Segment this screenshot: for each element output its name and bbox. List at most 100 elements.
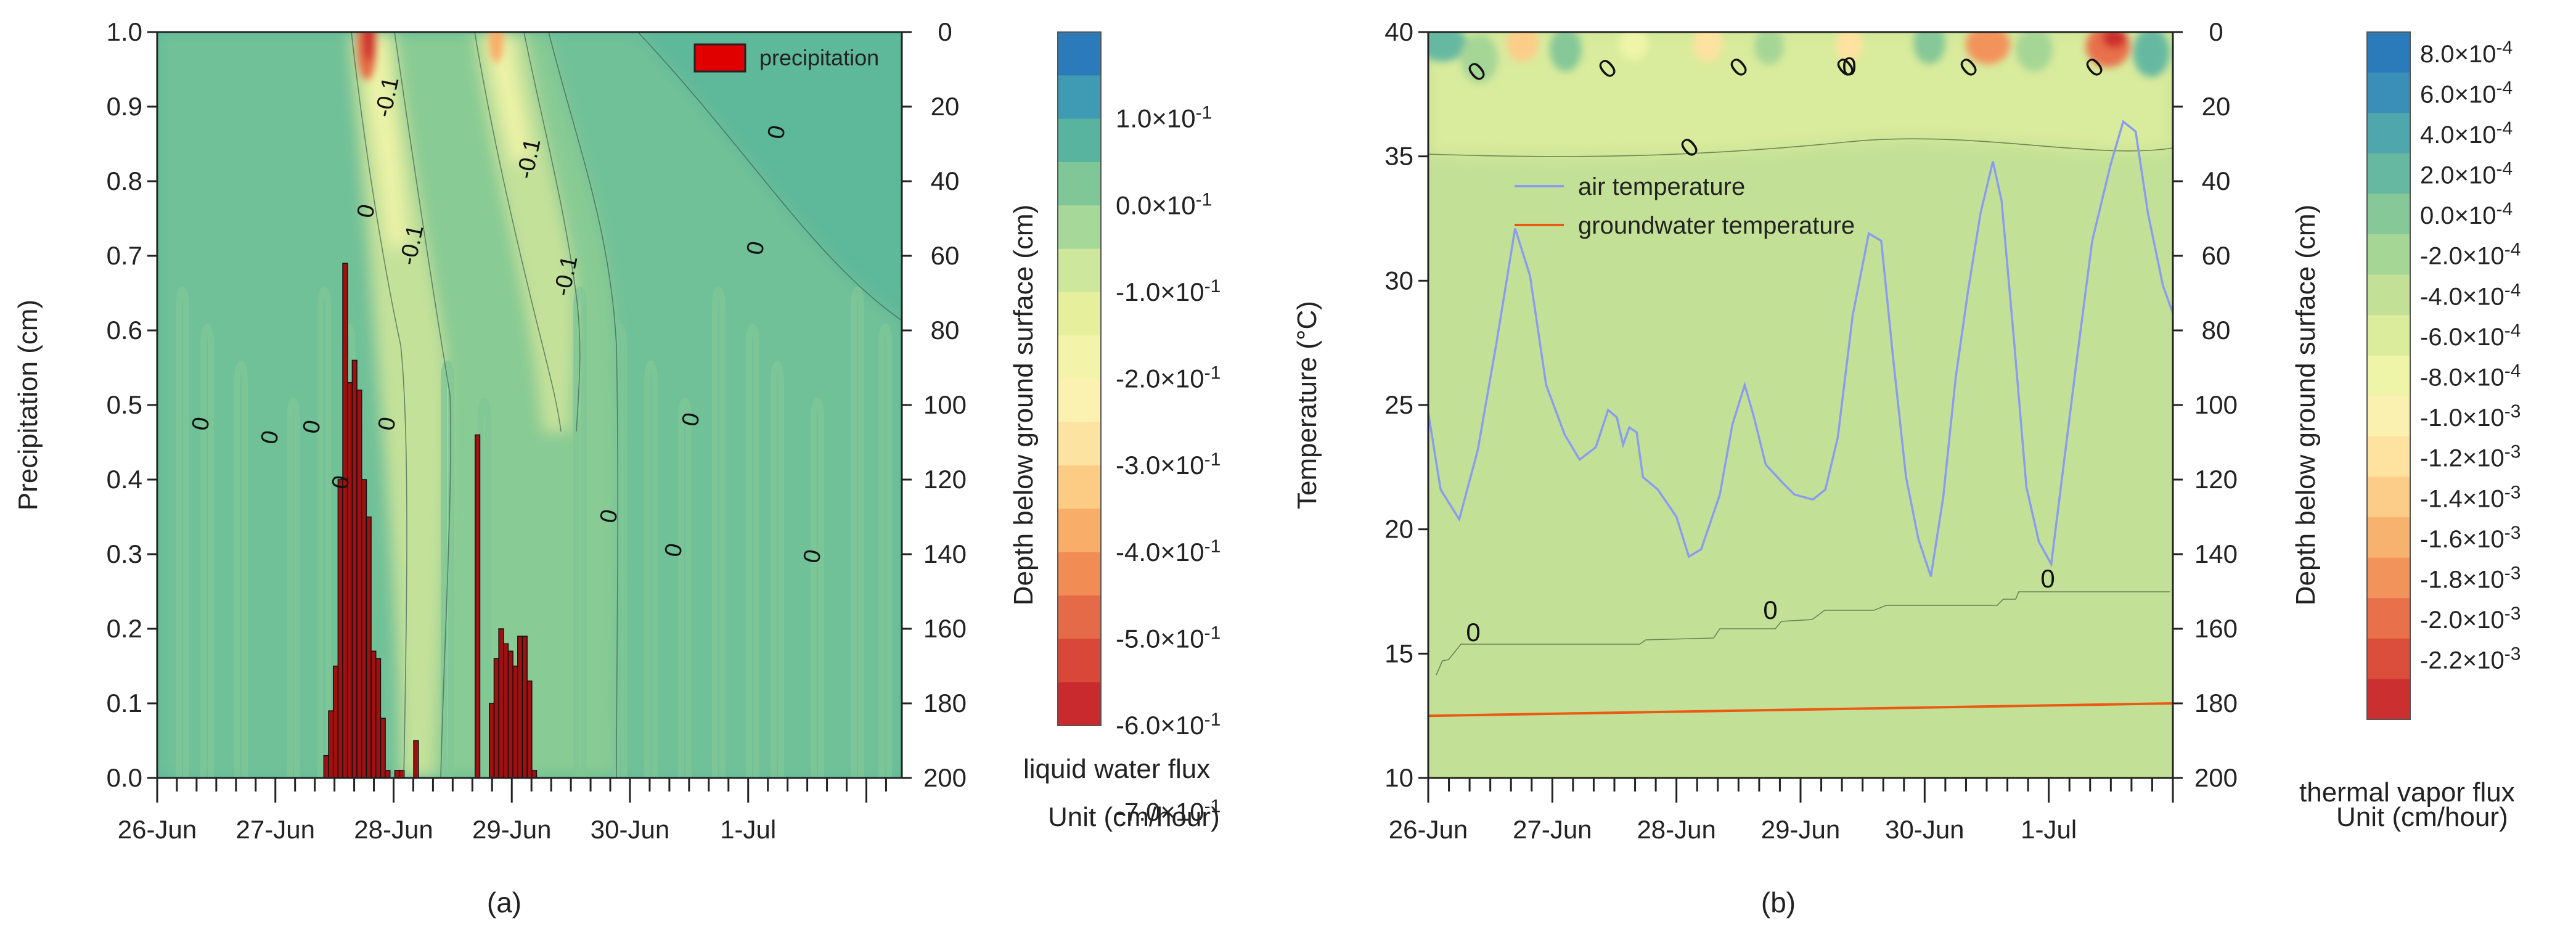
panel-b-legend: air temperature groundwater temperature xyxy=(1515,173,1855,239)
y2-tick-label: 20 xyxy=(2202,92,2231,121)
precipitation-bar xyxy=(370,650,377,779)
y2-tick-label: 80 xyxy=(931,316,960,345)
y2-tick-label: 120 xyxy=(2194,465,2238,494)
colorbar-b-label: 0.0×10-4 xyxy=(2420,199,2513,229)
y2-tick-label: 140 xyxy=(923,539,967,568)
y2-tick-label: 0 xyxy=(2209,17,2223,46)
colorbar-b-swatch xyxy=(2367,234,2410,276)
precipitation-bar xyxy=(517,636,523,779)
colorbar-a-swatch xyxy=(1058,595,1101,639)
colorbar-a-swatch xyxy=(1058,422,1101,466)
colorbar-b-swatch xyxy=(2367,679,2410,720)
colorbar-a-swatch xyxy=(1058,335,1101,379)
contour-label: 0 xyxy=(1763,595,1777,624)
colorbar-b-unit: Unit (cm/hour) xyxy=(2336,802,2508,832)
y2-tick-label: 200 xyxy=(923,763,967,792)
panel-b-axes: 10 15 20 25 30 35 40 0 20 40 60 80 100 120 140 160 180 20… xyxy=(1384,17,2238,844)
precipitation-bar xyxy=(356,390,362,779)
precipitation-bar xyxy=(342,263,348,779)
x-tick-label: 28-Jun xyxy=(1637,815,1715,844)
colorbar-a-label: 0.0×10-1 xyxy=(1116,189,1212,219)
precipitation-bars xyxy=(323,263,538,779)
y-tick-label: 35 xyxy=(1384,142,1413,171)
x-tick-label: 27-Jun xyxy=(1513,815,1592,844)
colorbar-b-label: -1.0×10-3 xyxy=(2420,401,2521,432)
y-tick-label: 0.2 xyxy=(107,614,142,643)
y-tick-label: 0.9 xyxy=(107,92,142,121)
colorbar-a-swatch xyxy=(1058,205,1101,250)
colorbar-b-swatch xyxy=(2367,113,2410,154)
contour-stripe xyxy=(851,287,864,778)
colorbar-a-unit: Unit (cm/hour) xyxy=(1048,802,1220,832)
y2-tick-label: 0 xyxy=(938,17,952,46)
contour-stripe xyxy=(317,287,331,778)
temperature-lines xyxy=(1427,120,2174,718)
y-tick-label: 15 xyxy=(1384,639,1413,668)
precipitation-bar xyxy=(475,434,481,779)
colorbar-b-swatch xyxy=(2367,32,2410,73)
y2-tick-label: 160 xyxy=(2194,614,2238,643)
colorbar-a-label: -7.0×10-1 xyxy=(1116,796,1221,827)
colorbar-a-swatch xyxy=(1058,75,1101,120)
precipitation-bar xyxy=(323,755,329,779)
precipitation-bar xyxy=(351,359,358,779)
colorbar-a-swatch xyxy=(1058,162,1101,206)
contour-stripe xyxy=(287,398,300,778)
contour-stripe xyxy=(200,324,214,778)
colorbar-b-swatch xyxy=(2367,355,2410,396)
panel-b-contour-lines xyxy=(1428,138,2173,676)
colorbar-a-swatch xyxy=(1058,118,1101,163)
air-temperature-legend-label: air temperature xyxy=(1578,173,1745,200)
colorbar-a-swatch xyxy=(1058,465,1101,509)
y-tick-label: 0.4 xyxy=(107,465,142,494)
colorbar-a-label: -5.0×10-1 xyxy=(1116,623,1221,653)
colorbar-a-label: 1.0×10-1 xyxy=(1116,103,1212,133)
precipitation-bar xyxy=(489,703,495,779)
contour-stripe xyxy=(573,287,587,778)
x-tick-label: 27-Jun xyxy=(236,815,315,844)
colorbar-b-swatch xyxy=(2367,557,2410,599)
contour-label: 0 xyxy=(1466,618,1480,647)
precipitation-bar xyxy=(493,658,499,779)
contour-stripe xyxy=(746,324,759,778)
panel-b-contour-field xyxy=(1428,32,2173,157)
precipitation-bar xyxy=(380,718,386,779)
panel-a-label: (a) xyxy=(487,886,521,918)
liquid-water-flux-colorbar: 1.0×10-1 0.0×10-1 -1.0×10-1 -2.0×10-1 -3.0×1… xyxy=(1057,31,1221,827)
colorbar-a-frame xyxy=(1057,31,1102,726)
precipitation-bar xyxy=(394,770,400,779)
precipitation-bar xyxy=(526,680,533,779)
y2-tick-label: 200 xyxy=(2194,763,2238,792)
precipitation-bar xyxy=(521,636,528,779)
colorbar-a-label: -4.0×10-1 xyxy=(1116,536,1221,567)
x-tick-label: 30-Jun xyxy=(1885,815,1964,844)
x-tick-label: 30-Jun xyxy=(591,815,669,844)
precipitation-bar xyxy=(503,643,509,779)
panel-b-label: (b) xyxy=(1761,886,1796,918)
air-temperature-line xyxy=(1427,120,2174,577)
colorbar-b-label: -1.2×10-3 xyxy=(2420,442,2521,472)
colorbar-a-label: -3.0×10-1 xyxy=(1116,449,1221,480)
y2-tick-label: 40 xyxy=(931,166,960,195)
contour-stripe xyxy=(234,361,248,778)
y-tick-label: 40 xyxy=(1384,17,1413,46)
precipitation-bar xyxy=(512,665,518,779)
colorbar-a-swatch xyxy=(1058,552,1101,596)
precipitation-bar xyxy=(375,658,382,779)
panel-a-ylabel: Precipitation (cm) xyxy=(13,300,43,510)
panel-a-y2label: Depth below ground surface (cm) xyxy=(1008,205,1039,606)
colorbar-b-label: -8.0×10-4 xyxy=(2420,361,2521,391)
colorbar-b-swatch xyxy=(2367,274,2410,316)
precipitation-bar xyxy=(531,770,538,779)
y-tick-label: 0.7 xyxy=(107,241,142,270)
y-tick-label: 0.6 xyxy=(107,316,142,345)
colorbar-b-label: -2.0×10-3 xyxy=(2420,603,2521,634)
x-tick-label: 26-Jun xyxy=(118,815,197,844)
y2-tick-label: 160 xyxy=(923,614,967,643)
contour-stripe xyxy=(712,287,726,778)
precipitation-bar xyxy=(346,382,353,779)
y-tick-label: 0.3 xyxy=(107,539,142,568)
colorbar-a-swatch xyxy=(1058,509,1101,553)
colorbar-a-swatch xyxy=(1058,292,1101,336)
x-tick-label: 29-Jun xyxy=(1761,815,1840,844)
